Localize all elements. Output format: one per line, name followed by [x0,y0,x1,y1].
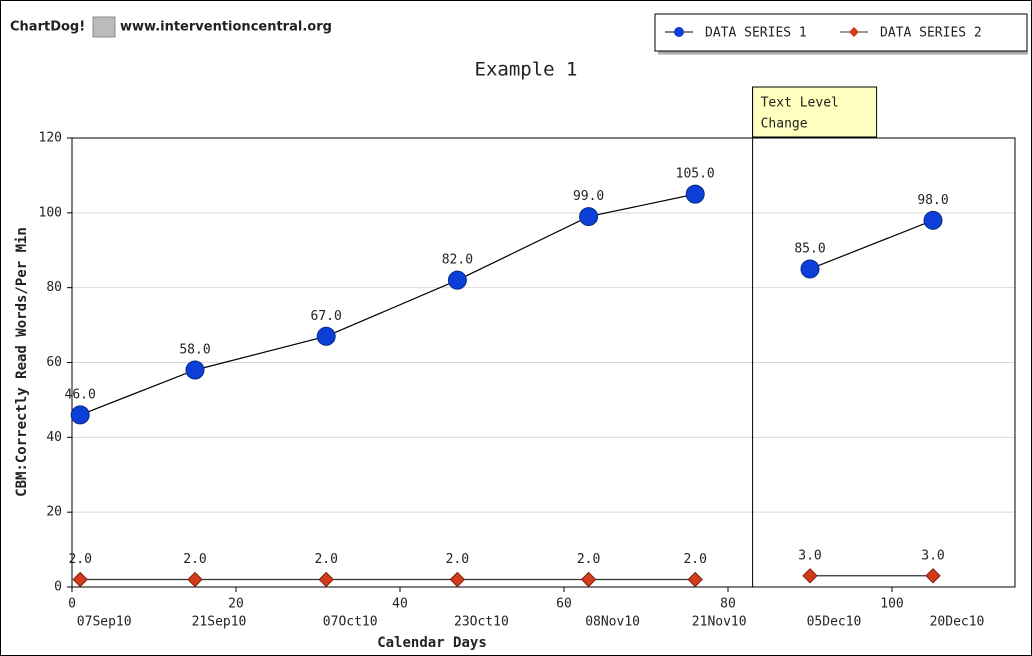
y-tick-label: 0 [54,580,62,595]
data-label: 3.0 [921,548,944,563]
data-label: 98.0 [917,193,948,208]
y-tick-label: 40 [46,430,62,445]
date-label: 23Oct10 [454,615,509,630]
phase-label: Text Level [761,96,839,111]
data-point [71,406,89,424]
data-label: 2.0 [314,552,337,567]
chart: ChartDog! www.interventioncentral.org Ex… [0,0,1032,656]
brand: ChartDog! [10,20,85,35]
data-point [924,211,942,229]
logo [93,17,115,37]
x-tick-label: 60 [556,597,572,612]
chart-title: Example 1 [475,59,578,81]
y-tick-label: 80 [46,280,62,295]
data-label: 82.0 [442,253,473,268]
data-label: 85.0 [794,241,825,256]
data-label: 2.0 [683,552,706,567]
data-label: 3.0 [798,548,821,563]
data-label: 2.0 [577,552,600,567]
x-tick-label: 80 [720,597,736,612]
url: www.interventioncentral.org [120,20,332,35]
data-label: 2.0 [446,552,469,567]
x-tick-label: 0 [68,597,76,612]
data-label: 58.0 [179,342,210,357]
date-label: 21Sep10 [192,615,247,630]
date-label: 20Dec10 [930,615,985,630]
data-label: 46.0 [65,387,96,402]
x-tick-label: 100 [880,597,903,612]
legend-marker [674,27,684,37]
phase-label: Change [761,117,808,132]
date-label: 21Nov10 [692,615,747,630]
data-label: 105.0 [676,167,715,182]
date-label: 05Dec10 [807,615,862,630]
date-label: 07Sep10 [77,615,132,630]
x-tick-label: 20 [228,597,244,612]
legend-label: DATA SERIES 2 [880,26,982,41]
legend-label: DATA SERIES 1 [705,26,807,41]
date-label: 07Oct10 [323,615,378,630]
y-tick-label: 20 [46,505,62,520]
data-point [580,208,598,226]
y-tick-label: 120 [39,131,62,146]
y-tick-label: 60 [46,355,62,370]
y-axis-label: CBM:Correctly Read Words/Per Min [14,227,30,497]
data-point [317,327,335,345]
x-axis-label: Calendar Days [377,635,487,651]
x-tick-label: 40 [392,597,408,612]
data-label: 67.0 [311,309,342,324]
y-tick-label: 100 [39,205,62,220]
data-label: 2.0 [183,552,206,567]
data-point [801,260,819,278]
data-point [448,271,466,289]
data-point [686,185,704,203]
data-label: 99.0 [573,189,604,204]
data-point [186,361,204,379]
data-label: 2.0 [68,552,91,567]
date-label: 08Nov10 [585,615,640,630]
